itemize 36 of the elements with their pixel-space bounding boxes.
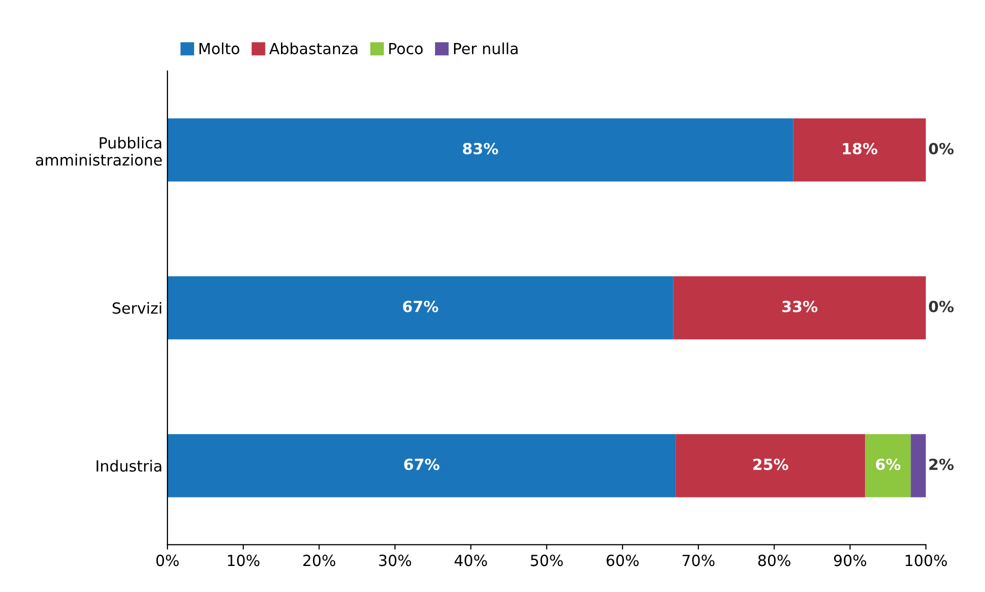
legend-label: Per nulla bbox=[454, 42, 518, 54]
x-tick-label: 50% bbox=[530, 554, 563, 566]
data-label: 33% bbox=[782, 300, 818, 312]
bar bbox=[793, 118, 926, 182]
x-tick-label: 80% bbox=[758, 554, 790, 566]
x-tick-label: 60% bbox=[606, 554, 639, 566]
x-tick-label: 0% bbox=[156, 554, 179, 566]
y-tick-label: Industria bbox=[96, 460, 162, 472]
bar bbox=[167, 276, 674, 340]
bar bbox=[676, 434, 866, 498]
data-label: 0% bbox=[928, 142, 954, 154]
data-label: 0% bbox=[928, 300, 954, 312]
x-tick-label: 40% bbox=[454, 554, 487, 566]
bar bbox=[673, 276, 926, 340]
x-tick-label: 30% bbox=[379, 554, 412, 566]
x-tick-label: 90% bbox=[834, 554, 866, 566]
y-tick-label: Pubblica amministrazione bbox=[36, 136, 162, 166]
data-label: 18% bbox=[842, 142, 878, 154]
x-tick-label: 100% bbox=[906, 554, 947, 566]
y-tick-label: Servizi bbox=[112, 302, 162, 314]
data-label: 67% bbox=[404, 458, 440, 470]
x-tick-label: 20% bbox=[303, 554, 336, 566]
legend-label: Poco bbox=[389, 42, 423, 54]
legend-label: Abbastanza bbox=[269, 42, 358, 54]
bar bbox=[865, 434, 911, 498]
x-tick-label: 70% bbox=[682, 554, 714, 566]
bar bbox=[167, 434, 676, 498]
legend-label: Molto bbox=[200, 42, 240, 54]
bar bbox=[910, 434, 926, 498]
data-label: 2% bbox=[929, 458, 954, 470]
bar bbox=[167, 118, 794, 182]
data-label: 25% bbox=[753, 458, 788, 470]
x-tick-label: 10% bbox=[228, 554, 260, 566]
data-label: 67% bbox=[403, 300, 438, 312]
data-label: 83% bbox=[462, 142, 498, 154]
data-label: 6% bbox=[876, 458, 900, 470]
